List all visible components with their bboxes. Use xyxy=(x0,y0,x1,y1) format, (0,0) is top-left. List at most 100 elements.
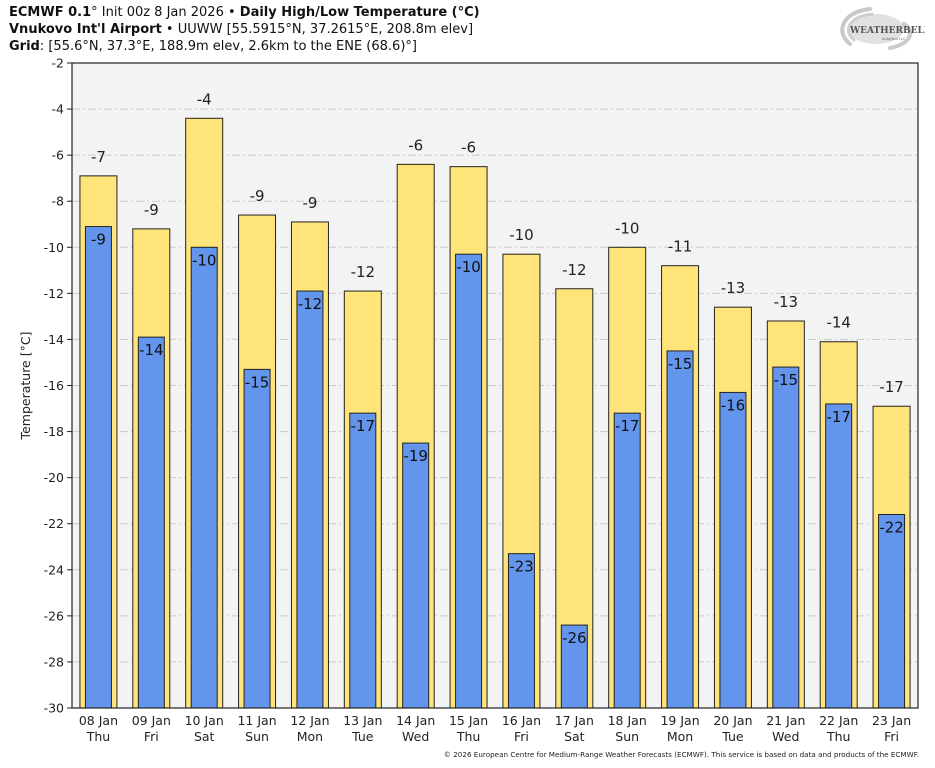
x-tick-date: 08 Jan xyxy=(79,713,118,728)
y-axis-label: Temperature [°C] xyxy=(18,332,33,441)
x-tick-date: 22 Jan xyxy=(819,713,858,728)
low-bar xyxy=(137,336,165,709)
high-value-label: -9 xyxy=(302,194,317,212)
x-tick-weekday: Fri xyxy=(144,729,159,744)
x-tick-weekday: Sun xyxy=(615,729,639,744)
x-tick-weekday: Wed xyxy=(402,729,429,744)
high-value-label: -10 xyxy=(615,219,640,237)
x-tick-weekday: Mon xyxy=(667,729,693,744)
weatherbell-logo: WEATHERBELL Analytics LLC xyxy=(840,7,925,50)
degree-symbol: ° xyxy=(91,5,98,20)
y-tick-label: -6 xyxy=(52,148,65,163)
logo-text: WEATHERBELL xyxy=(849,26,925,36)
low-value-label: -14 xyxy=(139,341,164,359)
x-tick-date: 23 Jan xyxy=(872,713,911,728)
low-value-label: -12 xyxy=(298,295,323,313)
x-tick-weekday: Sat xyxy=(194,729,215,744)
x-tick-weekday: Fri xyxy=(884,729,899,744)
x-tick-date: 15 Jan xyxy=(449,713,488,728)
x-tick-weekday: Tue xyxy=(351,729,374,744)
high-value-label: -12 xyxy=(351,263,376,281)
high-value-label: -13 xyxy=(721,279,746,297)
logo-subtext: Analytics LLC xyxy=(882,37,906,41)
x-tick-weekday: Thu xyxy=(86,729,110,744)
high-value-label: -17 xyxy=(879,378,904,396)
high-value-label: -14 xyxy=(826,314,851,332)
chart-title-line: ECMWF 0.1° Init 00z 8 Jan 2026 • Daily H… xyxy=(9,4,480,21)
low-value-label: -23 xyxy=(509,558,534,576)
high-value-label: -13 xyxy=(774,293,799,311)
high-value-label: -12 xyxy=(562,261,587,279)
x-tick-date: 19 Jan xyxy=(660,713,699,728)
low-value-label: -9 xyxy=(91,231,106,249)
low-bar xyxy=(560,624,588,709)
y-tick-label: -12 xyxy=(44,286,64,301)
x-tick-weekday: Tue xyxy=(721,729,744,744)
high-value-label: -10 xyxy=(509,226,534,244)
y-tick-label: -10 xyxy=(44,240,64,255)
low-bar xyxy=(243,368,271,709)
low-bar xyxy=(719,391,747,709)
high-value-label: -6 xyxy=(408,136,423,154)
high-value-label: -9 xyxy=(250,187,265,205)
station-name: Vnukovo Int'l Airport xyxy=(9,22,162,37)
low-value-label: -15 xyxy=(774,371,799,389)
low-value-label: -10 xyxy=(456,258,481,276)
y-tick-label: -4 xyxy=(52,102,65,117)
low-value-label: -19 xyxy=(403,447,428,465)
x-tick-weekday: Thu xyxy=(826,729,850,744)
y-tick-label: -28 xyxy=(44,654,64,669)
low-bar xyxy=(613,412,641,709)
high-value-label: -6 xyxy=(461,139,476,157)
bars xyxy=(79,117,911,709)
low-bar xyxy=(772,366,800,709)
y-tick-label: -22 xyxy=(44,516,64,531)
chart-title: Daily High/Low Temperature (°C) xyxy=(239,5,480,20)
low-bar xyxy=(190,246,218,709)
low-value-label: -15 xyxy=(668,355,693,373)
low-bar xyxy=(666,350,694,709)
low-bar xyxy=(84,226,112,709)
swirl-logo-icon xyxy=(840,7,913,50)
low-value-label: -15 xyxy=(245,373,270,391)
low-value-label: -10 xyxy=(192,251,217,269)
low-bar xyxy=(455,253,483,709)
y-axis: -2 -4 -6 -8 -10 -12 -14 -16 -18 -20 -22 -24 -26 -28 -3… xyxy=(44,56,72,716)
x-tick-weekday: Thu xyxy=(456,729,480,744)
low-value-label: -17 xyxy=(826,408,851,426)
x-tick-weekday: Fri xyxy=(514,729,529,744)
x-tick-date: 14 Jan xyxy=(396,713,435,728)
station-line: Vnukovo Int'l Airport • UUWW [55.5915°N,… xyxy=(9,21,473,38)
low-bar xyxy=(507,553,535,709)
low-bar xyxy=(825,403,853,709)
x-tick-date: 11 Jan xyxy=(237,713,276,728)
x-tick-date: 13 Jan xyxy=(343,713,382,728)
x-tick-weekday: Mon xyxy=(297,729,323,744)
x-tick-weekday: Sat xyxy=(564,729,585,744)
station-info: • UUWW [55.5915°N, 37.2615°E, 208.8m ele… xyxy=(161,22,474,37)
y-tick-label: -26 xyxy=(44,608,64,623)
x-tick-weekday: Sun xyxy=(245,729,269,744)
y-tick-label: -16 xyxy=(44,378,64,393)
x-tick-date: 17 Jan xyxy=(555,713,594,728)
low-value-label: -17 xyxy=(351,417,376,435)
high-value-label: -7 xyxy=(91,148,106,166)
x-tick-date: 20 Jan xyxy=(713,713,752,728)
high-value-label: -4 xyxy=(197,90,212,108)
y-tick-label: -2 xyxy=(52,56,64,71)
x-tick-date: 18 Jan xyxy=(608,713,647,728)
low-value-label: -16 xyxy=(721,396,746,414)
low-bar xyxy=(349,412,377,709)
x-tick-date: 12 Jan xyxy=(290,713,329,728)
grid-line: Grid: [55.6°N, 37.3°E, 188.9m elev, 2.6k… xyxy=(9,38,417,55)
low-value-label: -22 xyxy=(879,519,904,537)
model-name: ECMWF 0.1 xyxy=(9,5,92,20)
copyright-notice: © 2026 European Centre for Medium-Range … xyxy=(443,750,919,759)
low-value-label: -26 xyxy=(562,629,587,647)
y-tick-label: -14 xyxy=(44,332,64,347)
y-tick-label: -20 xyxy=(44,470,64,485)
high-value-label: -11 xyxy=(668,238,693,256)
y-tick-label: -18 xyxy=(44,424,64,439)
